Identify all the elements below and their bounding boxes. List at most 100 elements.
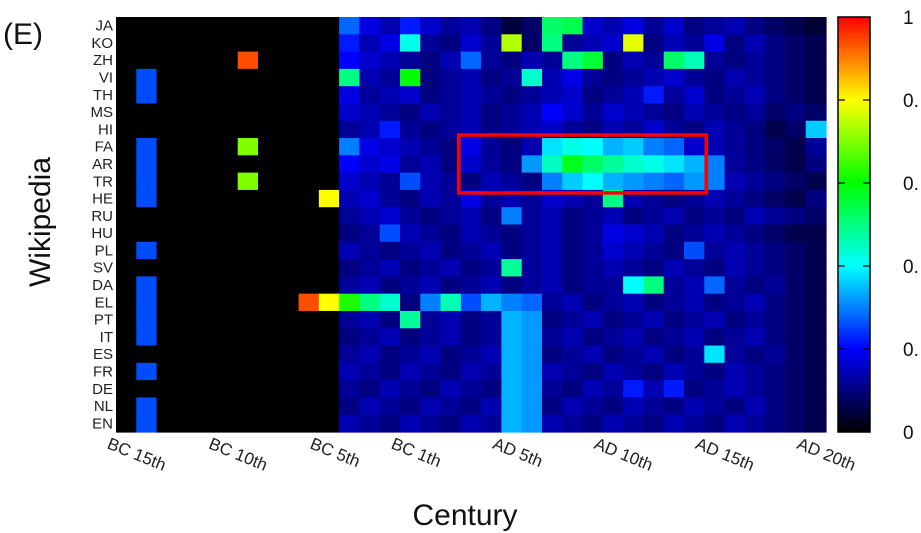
- heatmap-cell: [724, 172, 746, 191]
- heatmap-cell: [805, 51, 827, 70]
- heatmap-cell: [765, 68, 787, 87]
- heatmap-cell: [400, 414, 421, 433]
- heatmap-cell: [116, 207, 137, 226]
- heatmap-cell: [379, 259, 401, 277]
- heatmap-cell: [521, 241, 543, 260]
- heatmap-cell: [663, 103, 685, 122]
- heatmap-cell: [765, 86, 787, 105]
- heatmap-cell: [197, 276, 219, 295]
- heatmap-cell: [724, 103, 746, 122]
- heatmap-cell: [136, 17, 158, 35]
- heatmap-cell: [582, 345, 604, 364]
- heatmap-cell: [318, 241, 340, 260]
- heatmap-cell: [176, 414, 198, 433]
- colorbar: [837, 16, 871, 433]
- heatmap-cell: [785, 189, 807, 208]
- heatmap-cell: [116, 328, 137, 347]
- heatmap-cell: [136, 259, 158, 277]
- heatmap-cell: [116, 345, 137, 364]
- x-tick-label: AD 20th: [794, 434, 858, 475]
- heatmap-cell: [684, 86, 705, 105]
- heatmap-cell: [359, 155, 381, 174]
- heatmap-cell: [704, 328, 726, 347]
- heatmap-cell: [765, 224, 787, 243]
- heatmap-cell: [785, 328, 807, 347]
- heatmap-cell: [156, 138, 178, 156]
- heatmap-cell: [582, 293, 604, 312]
- heatmap-cell: [785, 259, 807, 277]
- heatmap-cell: [217, 276, 239, 295]
- heatmap-cell: [582, 241, 604, 260]
- heatmap-cell: [805, 345, 827, 364]
- heatmap-cell: [460, 397, 482, 416]
- heatmap-cell: [663, 86, 685, 105]
- heatmap-cell: [765, 328, 787, 347]
- colorbar-tick-label: 0.: [903, 257, 919, 278]
- heatmap-cell: [582, 207, 604, 226]
- heatmap-cell: [542, 17, 563, 35]
- y-tick-label: IT: [100, 329, 113, 346]
- heatmap-cell: [684, 293, 705, 312]
- heatmap-cell: [217, 224, 239, 243]
- heatmap-cell: [785, 380, 807, 399]
- heatmap-cell: [156, 34, 178, 53]
- heatmap-cell: [136, 380, 158, 399]
- heatmap-cell: [379, 241, 401, 260]
- heatmap-cell: [623, 414, 645, 433]
- heatmap-cell: [623, 155, 645, 174]
- heatmap-cell: [116, 241, 137, 260]
- heatmap-cell: [176, 34, 198, 53]
- heatmap-cell: [298, 414, 320, 433]
- heatmap-cell: [420, 51, 442, 70]
- heatmap-cell: [744, 172, 766, 191]
- heatmap-cell: [258, 207, 279, 226]
- heatmap-cell: [744, 224, 766, 243]
- heatmap-cell: [298, 189, 320, 208]
- heatmap-cell: [359, 172, 381, 191]
- heatmap-cell: [684, 259, 705, 277]
- heatmap-cell: [197, 51, 219, 70]
- heatmap-cell: [663, 397, 685, 416]
- heatmap-cell: [156, 51, 178, 70]
- heatmap-cell: [420, 120, 442, 139]
- heatmap-cell: [501, 34, 523, 53]
- heatmap-cell: [116, 189, 137, 208]
- heatmap-cell: [400, 276, 421, 295]
- y-tick-label: HU: [91, 225, 113, 242]
- heatmap-cell: [785, 103, 807, 122]
- heatmap-cell: [805, 189, 827, 208]
- heatmap-cell: [298, 138, 320, 156]
- heatmap-cell: [663, 172, 685, 191]
- y-tick-label: AR: [92, 156, 113, 173]
- heatmap-cell: [623, 310, 645, 329]
- heatmap-cell: [643, 68, 665, 87]
- heatmap-cell: [704, 103, 726, 122]
- heatmap-cell: [785, 17, 807, 35]
- y-tick-label: EN: [92, 415, 113, 432]
- heatmap-cells: [116, 17, 827, 433]
- heatmap-cell: [440, 380, 462, 399]
- heatmap-cell: [379, 207, 401, 226]
- heatmap-cell: [460, 380, 482, 399]
- heatmap-cell: [785, 224, 807, 243]
- heatmap-cell: [623, 138, 645, 156]
- heatmap-cell: [684, 172, 705, 191]
- heatmap-cell: [785, 397, 807, 416]
- heatmap-cell: [724, 241, 746, 260]
- heatmap-cell: [765, 120, 787, 139]
- colorbar-tick-label: 0.: [903, 340, 919, 361]
- heatmap-cell: [785, 68, 807, 87]
- heatmap-cell: [481, 224, 503, 243]
- heatmap-cell: [704, 345, 726, 364]
- heatmap-cell: [116, 51, 137, 70]
- heatmap-cell: [785, 34, 807, 53]
- heatmap-cell: [663, 310, 685, 329]
- heatmap-cell: [460, 362, 482, 381]
- heatmap-cell: [359, 310, 381, 329]
- heatmap-cell: [602, 345, 624, 364]
- heatmap-cell: [481, 362, 503, 381]
- heatmap-cell: [501, 68, 523, 87]
- heatmap-cell: [379, 328, 401, 347]
- heatmap-cell: [136, 362, 158, 381]
- heatmap-cell: [217, 34, 239, 53]
